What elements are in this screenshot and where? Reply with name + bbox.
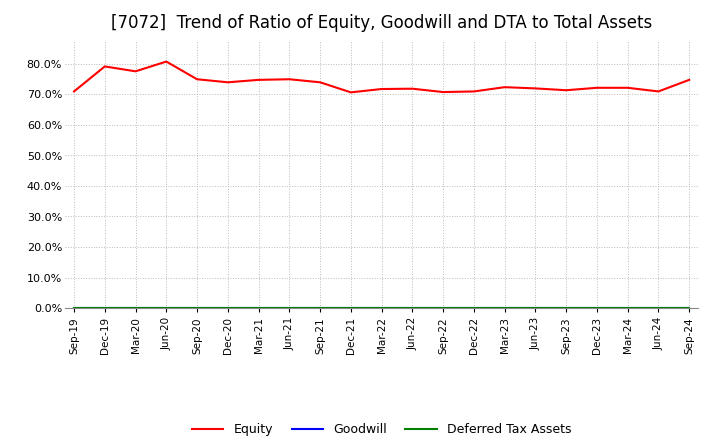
Goodwill bbox=[469, 305, 478, 311]
Deferred Tax Assets bbox=[593, 305, 601, 311]
Equity bbox=[408, 86, 417, 92]
Deferred Tax Assets bbox=[346, 305, 355, 311]
Deferred Tax Assets bbox=[254, 305, 263, 311]
Goodwill bbox=[70, 305, 78, 311]
Deferred Tax Assets bbox=[685, 305, 693, 311]
Equity bbox=[223, 80, 232, 85]
Equity bbox=[162, 59, 171, 64]
Goodwill bbox=[438, 305, 447, 311]
Equity bbox=[624, 85, 632, 91]
Equity bbox=[346, 90, 355, 95]
Goodwill bbox=[162, 305, 171, 311]
Deferred Tax Assets bbox=[438, 305, 447, 311]
Equity bbox=[654, 89, 662, 94]
Deferred Tax Assets bbox=[562, 305, 570, 311]
Deferred Tax Assets bbox=[316, 305, 325, 311]
Line: Equity: Equity bbox=[74, 62, 689, 92]
Equity bbox=[131, 69, 140, 74]
Deferred Tax Assets bbox=[624, 305, 632, 311]
Deferred Tax Assets bbox=[223, 305, 232, 311]
Equity bbox=[316, 80, 325, 85]
Goodwill bbox=[316, 305, 325, 311]
Goodwill bbox=[285, 305, 294, 311]
Goodwill bbox=[624, 305, 632, 311]
Goodwill bbox=[654, 305, 662, 311]
Deferred Tax Assets bbox=[654, 305, 662, 311]
Equity bbox=[254, 77, 263, 82]
Equity bbox=[193, 77, 202, 82]
Equity bbox=[101, 64, 109, 69]
Goodwill bbox=[685, 305, 693, 311]
Goodwill bbox=[346, 305, 355, 311]
Equity bbox=[593, 85, 601, 91]
Goodwill bbox=[531, 305, 540, 311]
Goodwill bbox=[193, 305, 202, 311]
Goodwill bbox=[408, 305, 417, 311]
Goodwill bbox=[377, 305, 386, 311]
Deferred Tax Assets bbox=[408, 305, 417, 311]
Title: [7072]  Trend of Ratio of Equity, Goodwill and DTA to Total Assets: [7072] Trend of Ratio of Equity, Goodwil… bbox=[111, 15, 652, 33]
Deferred Tax Assets bbox=[131, 305, 140, 311]
Deferred Tax Assets bbox=[285, 305, 294, 311]
Deferred Tax Assets bbox=[377, 305, 386, 311]
Equity bbox=[285, 77, 294, 82]
Goodwill bbox=[223, 305, 232, 311]
Equity bbox=[438, 89, 447, 95]
Equity bbox=[70, 89, 78, 94]
Equity bbox=[685, 77, 693, 82]
Equity bbox=[469, 89, 478, 94]
Deferred Tax Assets bbox=[469, 305, 478, 311]
Goodwill bbox=[562, 305, 570, 311]
Equity bbox=[500, 84, 509, 90]
Deferred Tax Assets bbox=[531, 305, 540, 311]
Deferred Tax Assets bbox=[500, 305, 509, 311]
Deferred Tax Assets bbox=[162, 305, 171, 311]
Goodwill bbox=[254, 305, 263, 311]
Equity bbox=[531, 86, 540, 91]
Goodwill bbox=[101, 305, 109, 311]
Legend: Equity, Goodwill, Deferred Tax Assets: Equity, Goodwill, Deferred Tax Assets bbox=[187, 418, 576, 440]
Deferred Tax Assets bbox=[70, 305, 78, 311]
Deferred Tax Assets bbox=[193, 305, 202, 311]
Equity bbox=[562, 88, 570, 93]
Goodwill bbox=[131, 305, 140, 311]
Goodwill bbox=[500, 305, 509, 311]
Equity bbox=[377, 86, 386, 92]
Deferred Tax Assets bbox=[101, 305, 109, 311]
Goodwill bbox=[593, 305, 601, 311]
